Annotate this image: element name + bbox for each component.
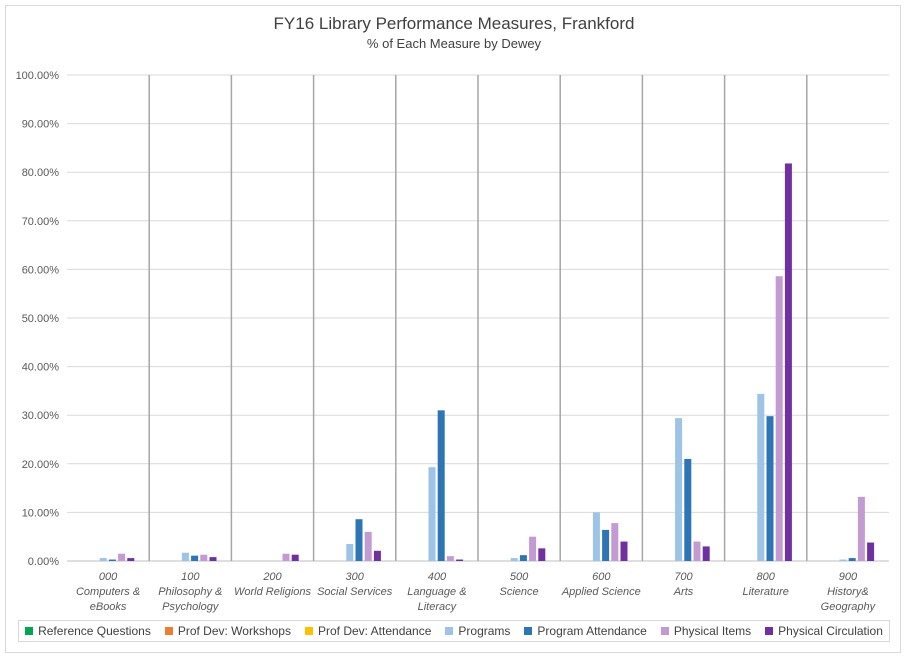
- bar: [766, 416, 774, 561]
- bar: [127, 558, 135, 561]
- legend-swatch: [765, 627, 774, 635]
- bar: [209, 557, 217, 561]
- chart-title: FY16 Library Performance Measures, Frank…: [273, 14, 635, 33]
- x-tick-label: Social Services: [317, 586, 393, 598]
- bar: [456, 559, 464, 561]
- bar: [620, 541, 628, 561]
- legend-entry: Physical Items: [660, 624, 752, 638]
- x-tick-label: Arts: [673, 586, 694, 598]
- bar: [437, 410, 445, 561]
- bar: [99, 558, 107, 561]
- bar: [757, 393, 765, 561]
- bar: [538, 548, 546, 561]
- x-tick-label: eBooks: [90, 601, 127, 613]
- x-tick-label: 400: [428, 571, 447, 583]
- x-tick-label: Psychology: [162, 601, 220, 613]
- x-tick-label: Literacy: [418, 601, 458, 613]
- x-tick-label: 500: [510, 571, 529, 583]
- y-tick-label: 20.00%: [22, 459, 60, 471]
- x-tick-label: 700: [674, 571, 693, 583]
- x-tick-label: 300: [346, 571, 365, 583]
- legend-swatch: [660, 627, 669, 635]
- legend-entry: Prof Dev: Workshops: [164, 624, 291, 638]
- y-tick-label: 70.00%: [22, 216, 60, 228]
- x-tick-label: 000: [99, 571, 118, 583]
- x-tick-label: Applied Science: [561, 586, 641, 598]
- x-tick-label: Language &: [407, 586, 466, 598]
- x-tick-label: Computers &: [76, 586, 140, 598]
- legend-label: Physical Circulation: [778, 624, 883, 638]
- x-tick-label: Science: [500, 586, 539, 598]
- bar: [118, 553, 126, 561]
- bar: [181, 552, 189, 561]
- bar: [592, 512, 600, 561]
- bar: [839, 559, 847, 561]
- bar: [784, 163, 792, 561]
- legend-swatch: [524, 627, 533, 635]
- bar: [446, 556, 454, 561]
- y-tick-label: 40.00%: [22, 362, 60, 374]
- bar: [355, 519, 363, 561]
- bar: [510, 558, 518, 561]
- legend-label: Prof Dev: Attendance: [317, 624, 432, 638]
- x-tick-label: 800: [757, 571, 776, 583]
- x-tick-label: History&: [827, 586, 869, 598]
- legend-entry: Prof Dev: Attendance: [304, 624, 432, 638]
- chart-subtitle: % of Each Measure by Dewey: [366, 36, 542, 51]
- bar: [611, 523, 619, 561]
- bar: [364, 531, 372, 561]
- legend-label: Physical Items: [673, 624, 752, 638]
- y-tick-label: 10.00%: [22, 507, 60, 519]
- bar: [346, 543, 354, 561]
- x-tick-label: 900: [839, 571, 858, 583]
- bar: [428, 467, 436, 561]
- bar: [702, 546, 710, 561]
- y-tick-label: 0.00%: [28, 556, 59, 568]
- bar: [373, 550, 381, 561]
- bar: [108, 559, 116, 561]
- legend-swatch: [164, 627, 173, 635]
- bar: [602, 529, 610, 561]
- x-tick-label: Literature: [742, 586, 788, 598]
- bar: [675, 418, 683, 561]
- y-tick-label: 50.00%: [22, 313, 60, 325]
- bar: [693, 541, 701, 561]
- bar: [282, 553, 290, 561]
- x-tick-label: 100: [181, 571, 200, 583]
- bar: [775, 276, 783, 561]
- legend-label: Program Attendance: [537, 624, 647, 638]
- legend-entry: Physical Circulation: [765, 624, 883, 638]
- x-tick-label: 200: [262, 571, 282, 583]
- bar: [867, 542, 875, 561]
- y-tick-label: 100.00%: [16, 70, 60, 82]
- legend-label: Programs: [458, 624, 511, 638]
- y-tick-label: 30.00%: [22, 410, 60, 422]
- legend-label: Prof Dev: Workshops: [177, 624, 291, 638]
- legend-entry: Program Attendance: [524, 624, 647, 638]
- bar: [291, 554, 299, 561]
- x-tick-label: Geography: [821, 601, 877, 613]
- y-tick-label: 80.00%: [22, 167, 60, 179]
- y-tick-label: 90.00%: [22, 119, 60, 131]
- bar: [191, 555, 199, 561]
- legend-label: Reference Questions: [38, 624, 151, 638]
- x-tick-label: World Religions: [234, 586, 312, 598]
- bar: [200, 554, 208, 561]
- x-tick-label: Philosophy &: [158, 586, 222, 598]
- bar: [684, 458, 692, 561]
- bar: [857, 496, 865, 561]
- chart-frame: [5, 5, 901, 653]
- bar: [519, 555, 527, 561]
- bar: [529, 536, 537, 561]
- bar: [848, 558, 856, 561]
- legend-entry: Reference Questions: [25, 624, 151, 638]
- legend-entry: Programs: [445, 624, 510, 638]
- legend-swatch: [445, 627, 454, 635]
- legend-swatch: [25, 627, 34, 635]
- chart-legend: Reference Questions Prof Dev: Workshops Pr…: [18, 620, 890, 642]
- y-tick-label: 60.00%: [22, 264, 60, 276]
- x-tick-label: 600: [592, 571, 611, 583]
- legend-swatch: [304, 627, 313, 635]
